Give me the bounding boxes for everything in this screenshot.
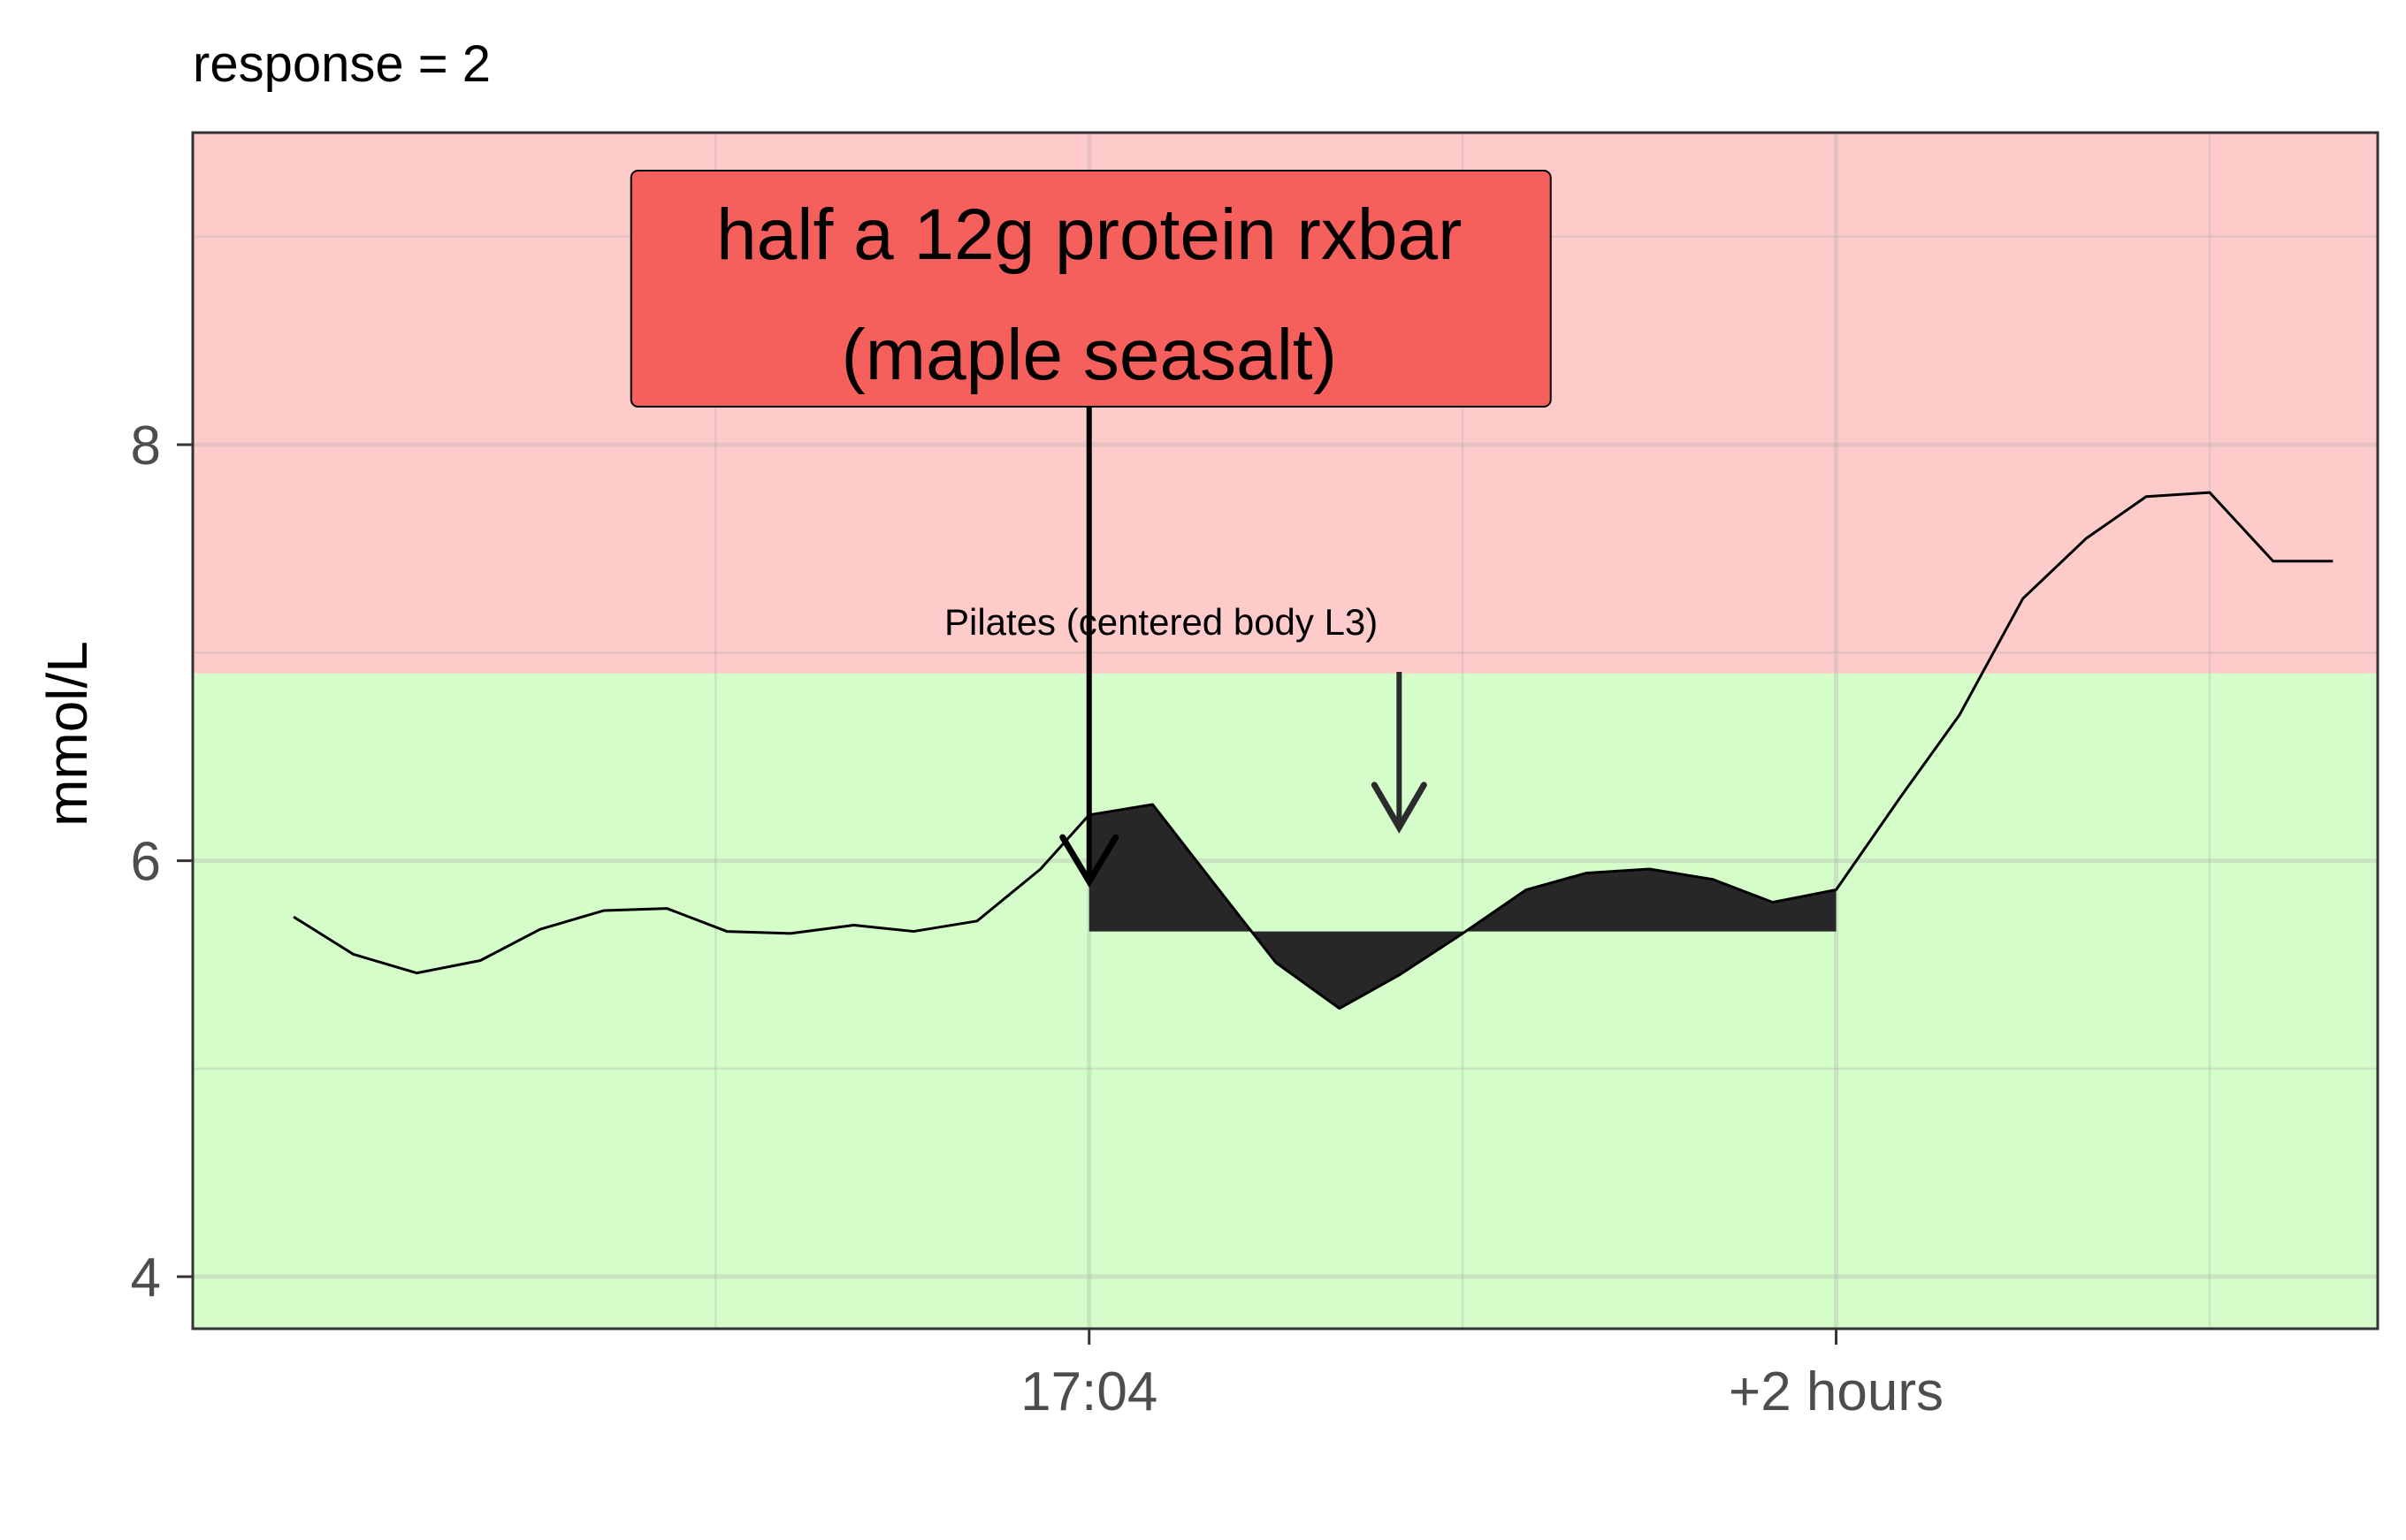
x-tick-label: 17:04 [1020,1361,1157,1422]
meal-arrow-head [1059,834,1119,888]
axis-layer: 4 6 8 17:04 +2 hours [131,415,1944,1422]
plot-title: response = 2 [193,35,491,93]
zone-band-0 [193,673,2378,1329]
y-tick-label: 4 [131,1247,161,1308]
annotation-layer: half a 12g protein rxbar (maple seasalt) P… [630,170,1552,888]
meal-label-line-2: (maple seasalt) [841,315,1337,395]
y-tick-label: 6 [131,832,161,893]
panel-border [191,131,2379,1330]
exercise-label: Pilates (centered body L3) [944,601,1378,643]
exercise-arrow-head [1371,781,1427,834]
meal-label-box [630,170,1552,408]
glucose-line-layer [293,491,2333,1010]
y-axis-title: mmol/L [35,641,99,827]
x-tick-label: +2 hours [1729,1361,1944,1422]
response-area [1088,804,1837,1009]
meal-label-line-1: half a 12g protein rxbar [716,194,1462,275]
glucose-line [293,491,2333,1010]
y-tick-label: 8 [131,415,161,476]
response-area-layer [1088,804,1837,1009]
